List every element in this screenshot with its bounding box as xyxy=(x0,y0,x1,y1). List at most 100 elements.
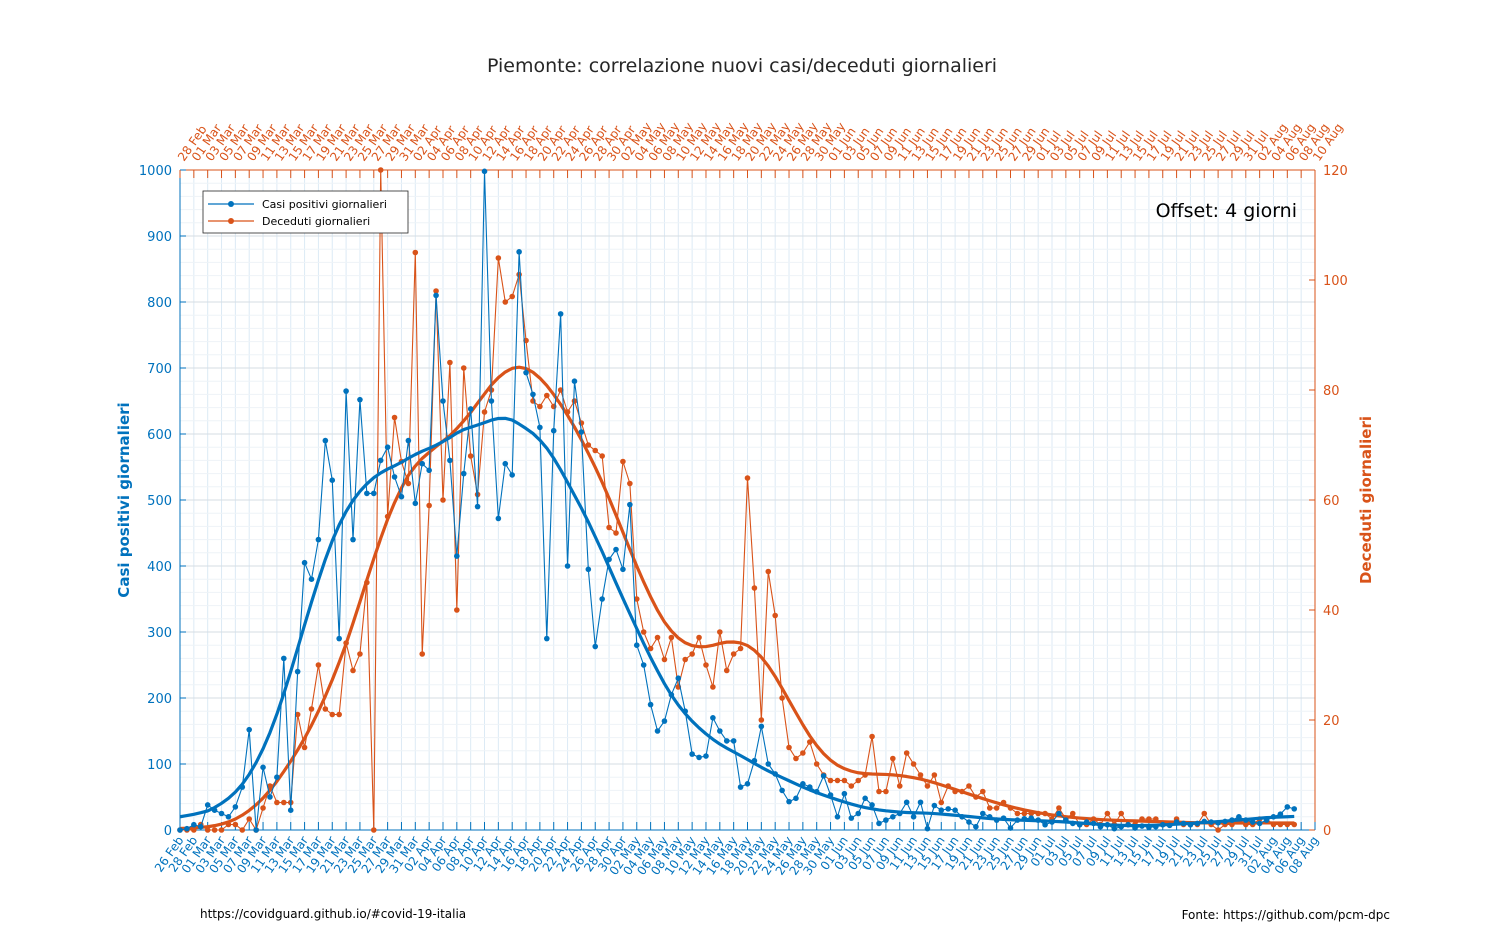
cases-point xyxy=(377,457,384,464)
deaths-point xyxy=(191,827,197,833)
cases-point xyxy=(1049,819,1055,825)
deaths-point xyxy=(1014,810,1021,817)
deaths-point xyxy=(419,651,426,657)
cases-point xyxy=(287,807,294,813)
cases-point xyxy=(1153,823,1159,830)
deaths-point xyxy=(772,612,778,619)
deaths-point xyxy=(966,783,972,789)
deaths-point xyxy=(370,827,377,833)
deaths-point xyxy=(703,662,709,668)
deaths-point xyxy=(910,761,917,767)
legend-marker-deaths xyxy=(228,218,234,224)
deaths-point xyxy=(239,827,246,833)
cases-point xyxy=(1263,817,1270,823)
cases-point xyxy=(827,792,834,798)
deaths-point xyxy=(543,392,550,399)
deaths-point xyxy=(391,414,398,421)
deaths-point xyxy=(1242,821,1249,828)
axes xyxy=(179,169,1316,831)
cases-point xyxy=(447,457,453,464)
cases-point xyxy=(1277,811,1284,817)
deaths-point xyxy=(599,453,605,459)
deaths-point xyxy=(1277,821,1284,828)
y-left-tick-label: 800 xyxy=(147,296,172,311)
cases-point xyxy=(1180,820,1187,827)
cases-point xyxy=(1042,821,1048,828)
deaths-point xyxy=(211,827,218,833)
y-axis-right-label: Deceduti giornalieri xyxy=(1357,416,1375,584)
deaths-point xyxy=(758,717,765,723)
cases-point xyxy=(703,753,709,759)
deaths-point xyxy=(1139,816,1145,822)
cases-point xyxy=(1104,821,1111,828)
y-axis-left-label: Casi positivi giornalieri xyxy=(115,402,133,597)
cases-point xyxy=(398,493,405,500)
cases-point xyxy=(308,576,315,582)
deaths-point xyxy=(848,783,855,789)
y-right-tick-label: 20 xyxy=(1323,714,1340,729)
cases-point xyxy=(640,662,647,668)
deaths-point xyxy=(329,711,336,718)
cases-point xyxy=(1215,819,1221,826)
cases-point xyxy=(1208,819,1214,825)
deaths-point xyxy=(433,288,439,294)
deaths-point xyxy=(564,409,571,415)
deaths-point xyxy=(640,629,647,635)
y-left-tick-label: 700 xyxy=(147,362,172,377)
cases-point xyxy=(1222,818,1228,825)
cases-point xyxy=(1035,817,1041,823)
cases-point xyxy=(1270,814,1277,820)
cases-point xyxy=(848,815,855,821)
cases-point xyxy=(433,292,439,299)
deaths-point xyxy=(308,706,315,712)
deaths-point xyxy=(924,783,931,789)
deaths-point xyxy=(1007,805,1014,811)
cases-point xyxy=(343,388,349,394)
deaths-point xyxy=(903,750,910,756)
deaths-point xyxy=(751,585,758,591)
chart-title: Piemonte: correlazione nuovi casi/decedu… xyxy=(487,55,997,77)
cases-point xyxy=(647,701,654,708)
deaths-point xyxy=(322,706,329,712)
cases-point xyxy=(710,715,716,721)
cases-point xyxy=(571,378,578,385)
deaths-point xyxy=(426,502,432,509)
cases-point xyxy=(751,757,758,764)
deaths-point xyxy=(557,387,564,393)
cases-point xyxy=(717,728,723,734)
deaths-point xyxy=(405,480,412,487)
deaths-point xyxy=(336,711,342,718)
cases-point xyxy=(883,817,889,823)
cases-point xyxy=(204,802,211,808)
deaths-point xyxy=(1090,816,1097,822)
cases-point xyxy=(800,781,806,787)
cases-point xyxy=(1194,820,1201,827)
deaths-point xyxy=(1035,810,1041,817)
deaths-point xyxy=(737,645,744,652)
cases-point xyxy=(1090,820,1097,827)
cases-point xyxy=(779,787,785,794)
cases-point xyxy=(294,668,301,675)
deaths-point xyxy=(1021,810,1028,817)
cases-point xyxy=(1166,822,1173,829)
cases-point xyxy=(903,799,910,806)
cases-point xyxy=(384,444,391,451)
y-left-tick-label: 900 xyxy=(147,230,172,245)
deaths-point xyxy=(440,497,446,503)
deaths-point xyxy=(654,634,661,641)
cases-point xyxy=(890,814,896,820)
cases-point xyxy=(232,804,239,810)
cases-point xyxy=(744,781,751,787)
cases-point xyxy=(993,817,1000,823)
cases-point xyxy=(1111,825,1118,832)
cases-point xyxy=(516,249,522,255)
deaths-point xyxy=(204,827,211,833)
cases-point xyxy=(1132,825,1138,831)
cases-point xyxy=(467,406,474,412)
cases-point xyxy=(606,556,612,563)
cases-point xyxy=(945,806,952,812)
cases-point xyxy=(281,655,287,662)
cases-point xyxy=(723,738,730,744)
cases-point xyxy=(495,515,502,522)
deaths-point xyxy=(1069,810,1076,817)
